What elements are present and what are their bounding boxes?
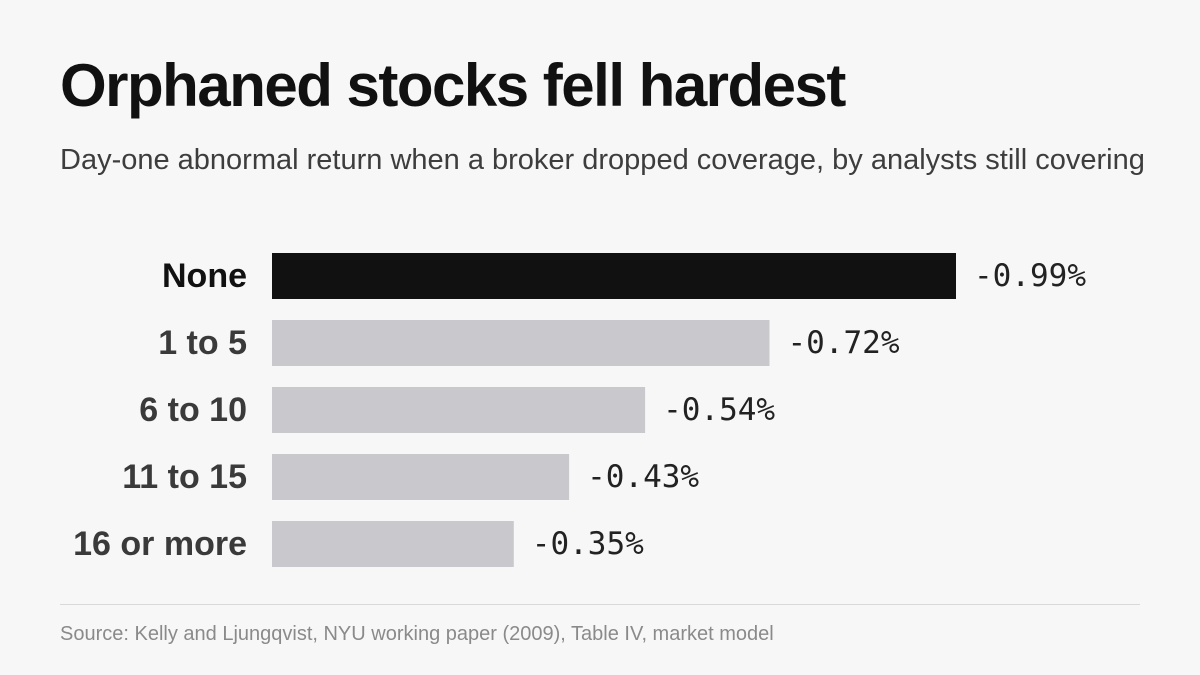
chart-subtitle: Day-one abnormal return when a broker dr… bbox=[60, 144, 1145, 176]
value-label: -0.54% bbox=[663, 392, 775, 428]
category-label: None bbox=[162, 257, 247, 295]
category-label: 11 to 15 bbox=[122, 458, 247, 496]
bar-none bbox=[272, 253, 956, 299]
bar-chart-svg: None -0.99% 1 to 5 -0.72% 6 to 10 -0.54% 11 to… bbox=[73, 253, 1086, 567]
bar-1-to-5 bbox=[272, 320, 770, 366]
value-label: -0.35% bbox=[532, 526, 644, 562]
value-label: -0.43% bbox=[587, 459, 699, 495]
bar-11-to-15 bbox=[272, 454, 570, 500]
chart-title: Orphaned stocks fell hardest bbox=[60, 52, 846, 119]
value-label: -0.99% bbox=[974, 258, 1086, 294]
bar-chart: None -0.99% 1 to 5 -0.72% 6 to 10 -0.54% 11 to… bbox=[0, 236, 1200, 586]
category-label: 1 to 5 bbox=[158, 324, 247, 362]
source-note: Source: Kelly and Ljungqvist, NYU workin… bbox=[60, 623, 774, 645]
footer-divider bbox=[60, 604, 1140, 605]
category-label: 16 or more bbox=[73, 525, 247, 563]
bar-16-or-more bbox=[272, 521, 514, 567]
value-label: -0.72% bbox=[788, 325, 900, 361]
bar-6-to-10 bbox=[272, 387, 646, 433]
category-label: 6 to 10 bbox=[139, 391, 247, 429]
